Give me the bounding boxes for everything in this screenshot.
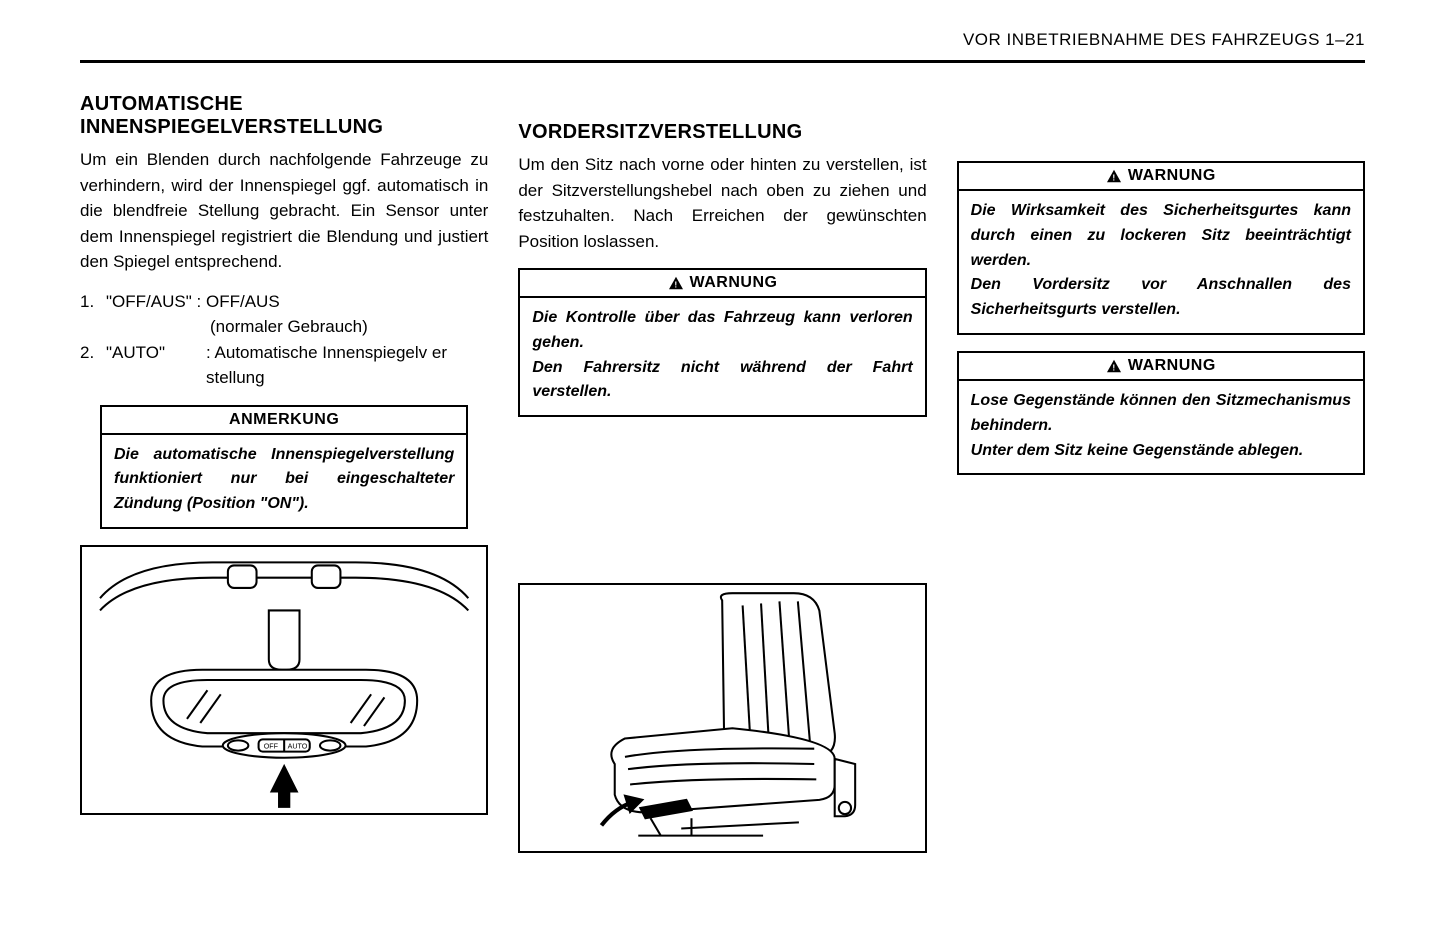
col1-heading: AUTOMATISCHE INNENSPIEGELVERSTELLUNG <box>80 93 488 139</box>
warning-title-2-text-col3: WARNUNG <box>1128 357 1216 375</box>
list-item-2-num: 2. <box>80 340 106 391</box>
list-item-2-val: : Automatische Innenspiegelv er stellung <box>206 340 488 391</box>
list-item-1-key: "OFF/AUS" : <box>106 289 206 315</box>
col2-heading: VORDERSITZVERSTELLUNG <box>518 121 926 144</box>
column-2: VORDERSITZVERSTELLUNG Um den Sitz nach v… <box>518 93 926 853</box>
page-header: VOR INBETRIEBNAHME DES FAHRZEUGS 1–21 <box>80 30 1365 63</box>
list-item-2-key-text: "AUTO" <box>106 343 165 362</box>
warning-icon: ! <box>1106 359 1122 373</box>
seat-illustration <box>520 585 924 851</box>
warning-title-2-col3: ! WARNUNG <box>959 353 1363 381</box>
warning-body-1-col3: Die Wirksamkeit des Sicherheitsgurtes ka… <box>959 191 1363 333</box>
warning-box-1-col3: ! WARNUNG Die Wirksamkeit des Sicherheit… <box>957 161 1365 335</box>
mirror-illustration: OFF AUTO <box>82 547 486 813</box>
col2-paragraph: Um den Sitz nach vorne oder hinten zu ve… <box>518 152 926 254</box>
list-item-1-sub: (normaler Gebrauch) <box>80 314 488 340</box>
warning-box-2-col3: ! WARNUNG Lose Gegenstände können den Si… <box>957 351 1365 475</box>
note-body: Die automatische Innenspiegel­verstellun… <box>102 435 466 527</box>
list-item-2-sep: : <box>206 343 211 362</box>
warning-body2-col2: Den Fahrersitz nicht während der Fahrt v… <box>532 356 912 406</box>
warning2-body1-col3: Lose Gegenstände können den Sitz­mechani… <box>971 389 1351 439</box>
column-1: AUTOMATISCHE INNENSPIEGELVERSTELLUNG Um … <box>80 93 488 853</box>
mirror-auto-label: AUTO <box>288 742 308 750</box>
list-item-2: 2. "AUTO" : Automatische Innenspiegelv e… <box>80 340 488 391</box>
list-item-1-val: OFF/AUS <box>206 289 488 315</box>
warning2-body2-col3: Unter dem Sitz keine Gegenstände ablegen… <box>971 439 1351 464</box>
warning-body-2-col3: Lose Gegenstände können den Sitz­mechani… <box>959 381 1363 473</box>
svg-text:!: ! <box>674 280 677 290</box>
warning-icon: ! <box>668 276 684 290</box>
warning-body1-col2: Die Kontrolle über das Fahrzeug kann ver… <box>532 306 912 356</box>
column-3: ! WARNUNG Die Wirksamkeit des Sicherheit… <box>957 93 1365 853</box>
warning-title-1-text-col3: WARNUNG <box>1128 167 1216 185</box>
svg-text:!: ! <box>1112 173 1115 183</box>
figure-mirror: OFF AUTO <box>80 545 488 815</box>
warning-body-col2: Die Kontrolle über das Fahrzeug kann ver… <box>520 298 924 415</box>
note-title: ANMERKUNG <box>102 407 466 435</box>
mirror-off-label: OFF <box>264 742 279 750</box>
warning-box-col2: ! WARNUNG Die Kontrolle über das Fahrzeu… <box>518 268 926 417</box>
list-item-1-num: 1. <box>80 289 106 315</box>
list-item-2-val-text: Automatische Innenspiegelv er stellung <box>206 343 447 388</box>
warning-title-text-col2: WARNUNG <box>690 274 778 292</box>
warning1-body2-col3: Den Vordersitz vor Anschnallen des Siche… <box>971 273 1351 323</box>
warning-title-col2: ! WARNUNG <box>520 270 924 298</box>
col1-heading-line2: INNENSPIEGELVERSTELLUNG <box>80 116 383 138</box>
note-box: ANMERKUNG Die automatische Innenspiegel­… <box>100 405 468 529</box>
col1-list: 1. "OFF/AUS" : OFF/AUS (normaler Gebrauc… <box>80 289 488 391</box>
list-item-2-key: "AUTO" <box>106 340 206 391</box>
content-columns: AUTOMATISCHE INNENSPIEGELVERSTELLUNG Um … <box>80 93 1365 853</box>
up-arrow-icon <box>270 764 299 808</box>
svg-text:!: ! <box>1112 363 1115 373</box>
figure-seat <box>518 583 926 853</box>
col1-heading-line1: AUTOMATISCHE <box>80 93 243 115</box>
list-item-1: 1. "OFF/AUS" : OFF/AUS <box>80 289 488 315</box>
warning-icon: ! <box>1106 169 1122 183</box>
col1-paragraph: Um ein Blenden durch nachfolgende Fahrze… <box>80 147 488 275</box>
warning-title-1-col3: ! WARNUNG <box>959 163 1363 191</box>
warning1-body1-col3: Die Wirksamkeit des Sicherheitsgurtes ka… <box>971 199 1351 273</box>
